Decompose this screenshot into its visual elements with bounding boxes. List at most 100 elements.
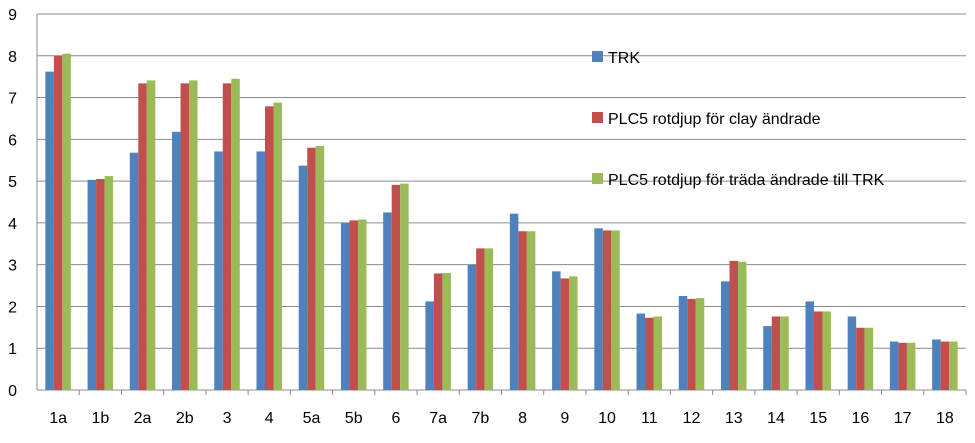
- x-tick-label: 18: [936, 410, 954, 427]
- x-tick-label: 8: [518, 410, 527, 427]
- bar-17-series-1: [889, 341, 899, 390]
- bar-4-series-1: [256, 151, 265, 390]
- bar-11-series-2: [645, 317, 654, 390]
- bar-13-series-1: [721, 281, 730, 390]
- bar-14-series-2: [771, 316, 781, 390]
- bar-4-series-2: [265, 106, 274, 390]
- legend-swatch-3: [592, 173, 603, 184]
- bar-13-series-2: [729, 260, 738, 390]
- bar-1a-series-1: [45, 71, 54, 391]
- bar-7a-series-1: [425, 301, 434, 390]
- x-tick-label: 2b: [176, 410, 194, 427]
- bar-10-series-2: [602, 230, 612, 390]
- bar-2a-series-1: [129, 152, 139, 390]
- y-tick-label: 5: [8, 174, 17, 191]
- x-tick-label: 10: [598, 410, 616, 427]
- bar-1a-series-3: [62, 53, 71, 390]
- y-tick-label: 4: [8, 216, 17, 233]
- x-tick-label: 7b: [471, 410, 489, 427]
- x-tick-label: 11: [641, 410, 658, 427]
- y-tick-label: 1: [8, 341, 17, 358]
- x-tick-label: 5b: [345, 410, 363, 427]
- bar-3-series-2: [222, 83, 232, 391]
- bar-8-series-3: [526, 231, 536, 390]
- bar-7a-series-3: [442, 273, 451, 390]
- bar-15-series-3: [822, 311, 831, 390]
- bar-11-series-3: [653, 316, 663, 390]
- y-tick-label: 9: [8, 7, 17, 24]
- x-tick-label: 15: [809, 410, 827, 427]
- bar-5b-series-1: [340, 222, 350, 390]
- bar-5a-series-3: [315, 146, 325, 390]
- bar-14-series-1: [763, 326, 772, 390]
- bar-2b-series-3: [189, 80, 198, 390]
- x-tick-label: 1b: [91, 410, 109, 427]
- bar-5b-series-2: [349, 220, 358, 390]
- bar-11-series-1: [636, 313, 646, 390]
- y-tick-label: 6: [8, 132, 17, 149]
- bar-18-series-3: [949, 341, 958, 390]
- y-tick-label: 3: [8, 258, 17, 275]
- bar-2a-series-3: [146, 80, 156, 390]
- bar-2b-series-1: [172, 131, 181, 390]
- x-tick-label: 3: [223, 410, 232, 427]
- bar-12-series-1: [678, 296, 688, 390]
- bar-8-series-1: [509, 213, 519, 390]
- bar-10-series-1: [594, 228, 603, 390]
- bar-5b-series-3: [357, 219, 367, 390]
- bar-3-series-3: [231, 78, 240, 390]
- bar-8-series-2: [518, 231, 527, 390]
- x-tick-label: 5a: [303, 410, 321, 427]
- bar-6-series-1: [383, 212, 392, 390]
- bar-9-series-1: [552, 271, 561, 390]
- bar-16-series-3: [864, 327, 874, 390]
- y-tick-label: 8: [8, 49, 17, 66]
- x-tick-label: 9: [560, 410, 569, 427]
- bar-7b-series-1: [467, 264, 477, 390]
- bar-1a-series-2: [53, 55, 63, 391]
- legend-label-1: TRK: [608, 50, 640, 67]
- x-tick-label: 7a: [429, 410, 447, 427]
- bar-4-series-3: [273, 102, 282, 391]
- bar-5a-series-1: [298, 165, 308, 390]
- bar-14-series-3: [780, 316, 789, 390]
- bar-2b-series-2: [180, 83, 190, 391]
- x-tick-label: 6: [391, 410, 400, 427]
- bar-15-series-1: [805, 301, 814, 390]
- bar-2a-series-2: [138, 83, 147, 391]
- legend-swatch-1: [592, 51, 603, 62]
- bar-7b-series-2: [476, 248, 485, 390]
- bar-10-series-3: [611, 230, 620, 390]
- bar-15-series-2: [813, 311, 823, 390]
- x-tick-label: 17: [894, 410, 912, 427]
- bar-5a-series-2: [307, 147, 316, 390]
- bar-12-series-3: [695, 298, 705, 390]
- bar-9-series-2: [560, 278, 570, 390]
- y-tick-label: 0: [8, 383, 17, 400]
- x-tick-label: 13: [725, 410, 743, 427]
- x-tick-label: 1a: [49, 410, 67, 427]
- y-tick-label: 2: [8, 299, 17, 316]
- x-tick-label: 16: [852, 410, 870, 427]
- x-tick-label: 12: [683, 410, 701, 427]
- x-tick-label: 2a: [134, 410, 152, 427]
- bar-6-series-3: [400, 183, 409, 390]
- legend-label-2: PLC5 rotdjup för clay ändrade: [608, 111, 821, 128]
- bar-3-series-1: [214, 151, 223, 390]
- bar-18-series-1: [932, 339, 941, 390]
- bar-6-series-2: [391, 184, 401, 390]
- bar-18-series-2: [940, 341, 950, 390]
- bar-7a-series-2: [433, 273, 443, 390]
- bar-1b-series-1: [87, 179, 97, 390]
- bar-13-series-3: [738, 261, 747, 390]
- bar-16-series-2: [856, 327, 865, 390]
- bar-16-series-1: [847, 316, 857, 390]
- bar-17-series-2: [898, 342, 907, 390]
- bar-17-series-3: [906, 342, 916, 390]
- x-tick-label: 4: [265, 410, 274, 427]
- bar-1b-series-3: [104, 176, 114, 390]
- bar-12-series-2: [687, 298, 696, 390]
- bar-9-series-3: [569, 276, 578, 390]
